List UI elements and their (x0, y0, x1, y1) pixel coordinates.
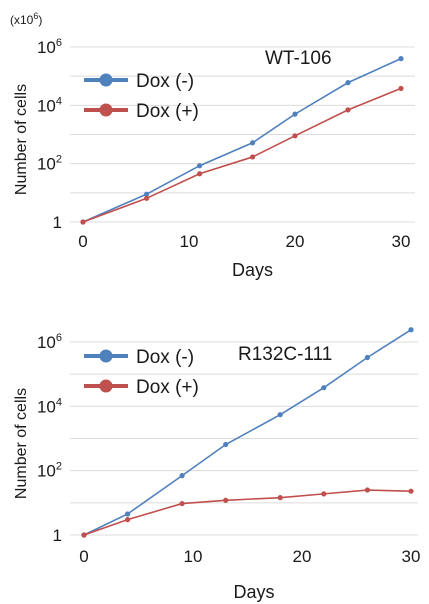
data-point (321, 491, 327, 497)
data-point (345, 107, 351, 113)
data-point (398, 56, 404, 62)
legend-label: Dox (+) (136, 377, 199, 398)
y-tick-label: 104 (37, 396, 62, 416)
multiplier-label: (x106) (10, 11, 42, 27)
data-point (398, 85, 404, 92)
data-point (277, 412, 283, 418)
data-point (179, 500, 185, 507)
data-point (250, 140, 256, 146)
legend-marker (99, 349, 113, 363)
legend-item: Dox (+) (84, 101, 199, 122)
data-point (81, 532, 87, 538)
legend-item: Dox (-) (84, 71, 194, 92)
data-point (125, 511, 131, 517)
data-point (408, 488, 414, 494)
legend-item: Dox (+) (84, 377, 199, 398)
data-point (277, 495, 283, 501)
data-point (321, 385, 327, 391)
data-point (364, 354, 370, 361)
legend-label: Dox (-) (136, 347, 194, 368)
y-axis-label: Number of cells (13, 388, 30, 499)
y-tick-label: 104 (37, 95, 62, 115)
y-tick-label: 106 (37, 37, 62, 57)
data-point (364, 487, 370, 493)
legend-label: Dox (+) (136, 101, 199, 122)
chart-title: R132C-111 (238, 344, 332, 365)
x-tick-label: 20 (293, 547, 312, 566)
x-tick-label: 30 (392, 232, 411, 251)
x-tick-label: 10 (180, 232, 199, 251)
x-tick-label: 0 (79, 547, 88, 566)
series-dox-minus (80, 56, 404, 225)
legend-marker (99, 103, 113, 117)
series-line (83, 329, 412, 536)
legend-label: Dox (-) (136, 71, 194, 92)
data-point (197, 171, 203, 177)
data-point (197, 163, 203, 169)
y-tick-label: 106 (37, 332, 62, 352)
data-point (80, 219, 86, 225)
data-point (223, 441, 229, 448)
x-tick-label: 20 (286, 232, 305, 251)
series-line (83, 489, 412, 536)
x-axis-label: Days (232, 260, 273, 280)
chart-title: WT-106 (265, 48, 332, 69)
data-point (179, 473, 185, 479)
y-axis-label: Number of cells (13, 84, 30, 195)
data-point (345, 80, 351, 86)
data-point (292, 133, 298, 139)
x-tick-label: 10 (184, 547, 203, 566)
series-dox-plus (80, 85, 404, 225)
series-dox-plus (81, 487, 414, 538)
chart-1: (x106) 1 102 104 106 0 10 20 30 Days Number of cel… (10, 11, 415, 280)
x-axis-label: Days (233, 582, 274, 602)
y-tick-label: 1 (53, 213, 62, 232)
y-tick-label: 102 (37, 461, 62, 481)
data-point (292, 111, 298, 117)
data-point (125, 517, 131, 523)
legend-marker (99, 379, 113, 393)
legend-item: Dox (-) (84, 347, 194, 368)
data-point (408, 327, 414, 333)
x-tick-label: 0 (78, 232, 87, 251)
data-point (250, 154, 256, 160)
series-line (82, 57, 402, 223)
data-point (223, 497, 229, 503)
legend-marker (99, 73, 113, 87)
data-point (144, 191, 150, 197)
y-tick-label: 102 (37, 154, 62, 174)
y-tick-label: 1 (53, 526, 62, 545)
chart-2: 1 102 104 106 0 10 20 30 Days Number of cells R132… (13, 327, 420, 602)
x-tick-label: 30 (402, 547, 421, 566)
data-point (144, 195, 150, 201)
